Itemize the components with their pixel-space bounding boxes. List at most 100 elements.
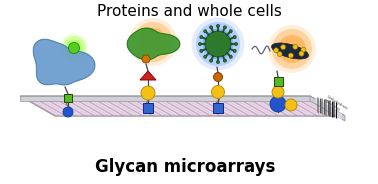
Polygon shape: [93, 96, 130, 116]
Polygon shape: [237, 96, 275, 116]
Polygon shape: [247, 96, 285, 116]
Text: Proteins and whole cells: Proteins and whole cells: [96, 4, 282, 19]
Circle shape: [272, 29, 312, 69]
Polygon shape: [102, 96, 139, 116]
Circle shape: [60, 34, 88, 62]
Circle shape: [229, 30, 232, 33]
Circle shape: [301, 47, 306, 52]
Circle shape: [133, 22, 173, 62]
Polygon shape: [315, 97, 342, 120]
Circle shape: [66, 40, 82, 56]
Circle shape: [200, 49, 203, 52]
Polygon shape: [223, 96, 260, 116]
Circle shape: [205, 31, 231, 57]
Circle shape: [196, 22, 240, 66]
Polygon shape: [233, 96, 270, 116]
Polygon shape: [107, 96, 144, 116]
Polygon shape: [257, 96, 294, 116]
Polygon shape: [271, 96, 309, 116]
Polygon shape: [59, 96, 96, 116]
Circle shape: [129, 18, 177, 66]
Circle shape: [299, 51, 304, 56]
Polygon shape: [209, 96, 246, 116]
Text: Carbohydrate
Microarray: Carbohydrate Microarray: [323, 95, 349, 115]
Polygon shape: [44, 96, 82, 116]
Circle shape: [212, 86, 225, 98]
Circle shape: [299, 51, 304, 56]
Polygon shape: [218, 96, 256, 116]
Polygon shape: [97, 96, 135, 116]
Circle shape: [217, 61, 220, 63]
Circle shape: [210, 26, 212, 29]
Polygon shape: [20, 96, 310, 101]
Polygon shape: [291, 96, 328, 116]
Polygon shape: [140, 71, 156, 80]
Polygon shape: [286, 96, 323, 116]
Circle shape: [293, 44, 298, 49]
Circle shape: [280, 45, 286, 49]
Polygon shape: [127, 28, 180, 60]
Polygon shape: [204, 96, 241, 116]
Circle shape: [204, 55, 207, 58]
Circle shape: [204, 30, 207, 33]
FancyBboxPatch shape: [213, 103, 223, 113]
Polygon shape: [184, 96, 222, 116]
FancyBboxPatch shape: [64, 94, 72, 102]
Circle shape: [277, 52, 282, 56]
Circle shape: [272, 86, 284, 98]
Circle shape: [200, 36, 203, 39]
Circle shape: [288, 53, 293, 58]
Polygon shape: [266, 96, 304, 116]
Polygon shape: [155, 96, 193, 116]
Polygon shape: [310, 96, 345, 121]
Polygon shape: [73, 96, 111, 116]
Polygon shape: [33, 39, 95, 85]
Circle shape: [203, 29, 233, 59]
Polygon shape: [29, 96, 67, 116]
FancyBboxPatch shape: [274, 77, 282, 86]
Circle shape: [270, 96, 286, 112]
Polygon shape: [34, 96, 72, 116]
Circle shape: [278, 35, 306, 63]
Circle shape: [214, 72, 223, 82]
Circle shape: [274, 48, 279, 53]
Polygon shape: [126, 96, 164, 116]
Circle shape: [68, 43, 79, 54]
Polygon shape: [78, 96, 115, 116]
Polygon shape: [83, 96, 120, 116]
Polygon shape: [194, 96, 231, 116]
Ellipse shape: [271, 43, 308, 59]
Polygon shape: [170, 96, 207, 116]
Circle shape: [233, 49, 236, 52]
Polygon shape: [141, 96, 178, 116]
Circle shape: [210, 59, 212, 62]
Circle shape: [223, 26, 226, 29]
Polygon shape: [262, 96, 299, 116]
Polygon shape: [49, 96, 87, 116]
Circle shape: [198, 43, 201, 45]
Polygon shape: [199, 96, 236, 116]
Polygon shape: [39, 96, 77, 116]
Polygon shape: [165, 96, 202, 116]
Polygon shape: [189, 96, 226, 116]
Polygon shape: [305, 96, 342, 116]
Polygon shape: [276, 96, 314, 116]
Polygon shape: [54, 96, 91, 116]
Polygon shape: [131, 96, 169, 116]
Polygon shape: [136, 96, 174, 116]
Polygon shape: [121, 96, 159, 116]
Polygon shape: [180, 96, 217, 116]
Circle shape: [192, 18, 245, 70]
Polygon shape: [88, 96, 125, 116]
Polygon shape: [20, 96, 345, 116]
Circle shape: [268, 25, 316, 73]
Polygon shape: [25, 96, 62, 116]
Polygon shape: [296, 96, 333, 116]
Polygon shape: [242, 96, 280, 116]
Polygon shape: [117, 96, 154, 116]
Polygon shape: [20, 96, 57, 116]
Circle shape: [141, 86, 155, 100]
Circle shape: [217, 24, 220, 27]
Circle shape: [233, 36, 236, 39]
Polygon shape: [68, 96, 106, 116]
